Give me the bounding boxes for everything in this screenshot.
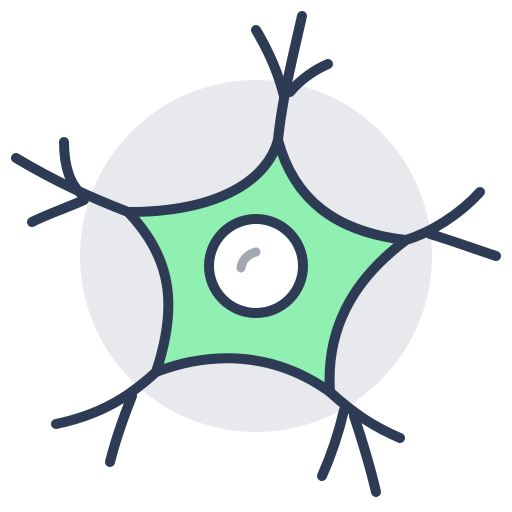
dendrite-left-up (59, 137, 89, 201)
nucleus (204, 214, 308, 318)
dendrite-bottom-left-main (51, 367, 161, 429)
dendrite-branches (11, 11, 501, 497)
dendrite-bottom-left-branch (105, 391, 137, 467)
dendrite-left-down (27, 195, 89, 227)
dendrite-top-right (285, 59, 333, 97)
dendrite-right-branch (425, 229, 501, 261)
cell-body-outline (123, 135, 411, 397)
dendrite-bottom-right-down (349, 411, 381, 497)
nucleus-highlight (236, 247, 261, 273)
dendrite-right-main (401, 187, 485, 245)
dendrite-top-main (273, 11, 307, 145)
dendrite-bottom-right-main (325, 387, 405, 443)
dendrite-top-left (251, 25, 289, 101)
dendrite-bottom-right-left (317, 405, 349, 481)
